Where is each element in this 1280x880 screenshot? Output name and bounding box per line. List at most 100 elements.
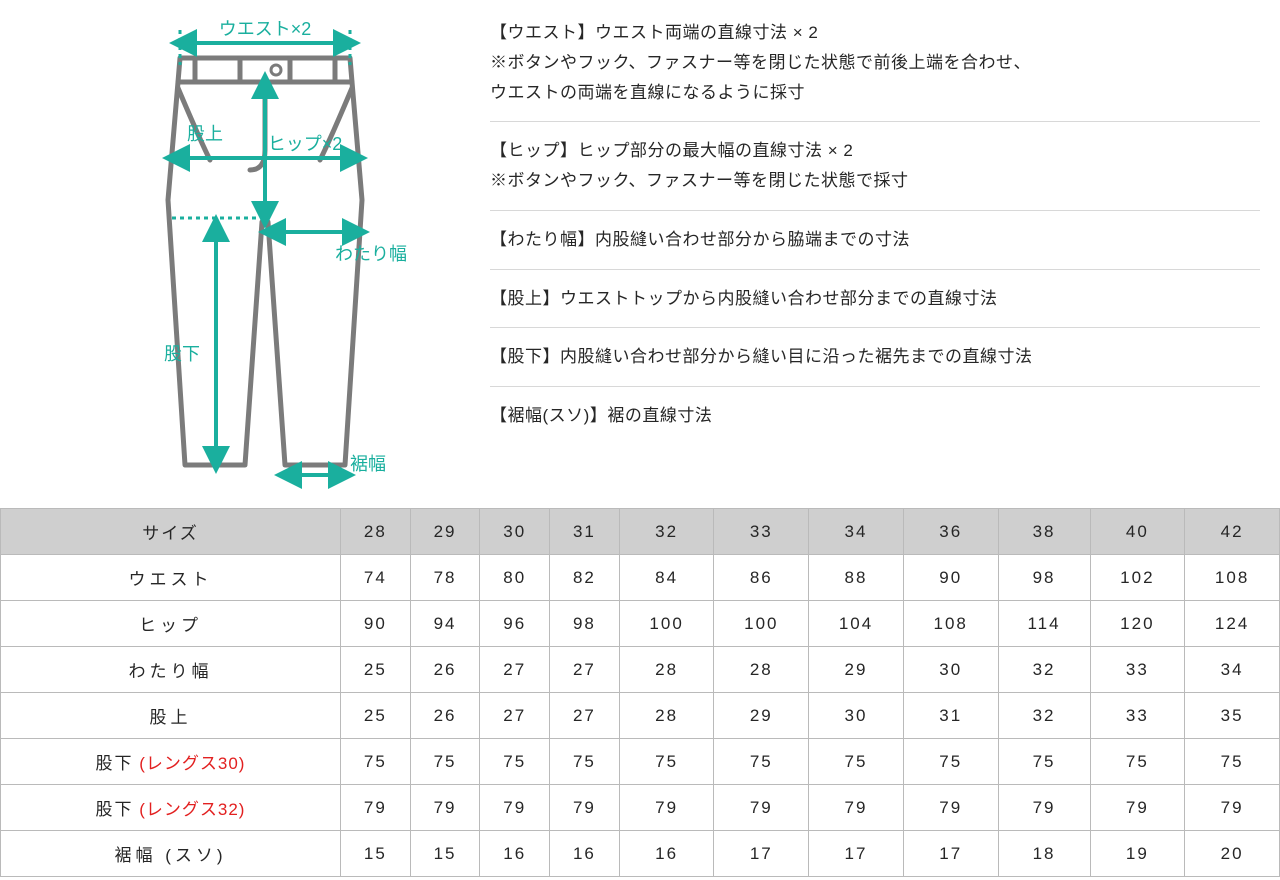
table-cell: 19 <box>1090 831 1185 877</box>
measurement-descriptions: 【ウエスト】ウエスト両端の直線寸法 × 2※ボタンやフック、ファスナー等を閉じた… <box>480 10 1260 490</box>
table-cell: 79 <box>998 785 1090 831</box>
table-cell: 84 <box>619 555 714 601</box>
table-cell: 32 <box>998 647 1090 693</box>
table-cell: 86 <box>714 555 809 601</box>
table-cell: 27 <box>480 647 550 693</box>
table-cell: 29 <box>714 693 809 739</box>
table-row-label: ウエスト <box>1 555 341 601</box>
table-row-label: 裾幅 (スソ) <box>1 831 341 877</box>
table-cell: 28 <box>619 693 714 739</box>
table-cell: 75 <box>903 739 998 785</box>
table-cell: 20 <box>1185 831 1280 877</box>
table-cell: 17 <box>714 831 809 877</box>
table-cell: 33 <box>1090 693 1185 739</box>
description-line: ※ボタンやフック、ファスナー等を閉じた状態で前後上端を合わせ、 <box>490 48 1260 78</box>
table-header-size: 38 <box>998 509 1090 555</box>
table-cell: 98 <box>998 555 1090 601</box>
diagram-label-hip: ヒップ×2 <box>268 134 343 154</box>
table-cell: 100 <box>619 601 714 647</box>
table-header-size: 34 <box>809 509 904 555</box>
table-row-label: わたり幅 <box>1 647 341 693</box>
table-cell: 35 <box>1185 693 1280 739</box>
table-cell: 30 <box>809 693 904 739</box>
description-line: ウエストの両端を直線になるように採寸 <box>490 78 1260 108</box>
table-header-size: 31 <box>550 509 620 555</box>
table-cell: 28 <box>714 647 809 693</box>
description-block: 【わたり幅】内股縫い合わせ部分から脇端までの寸法 <box>490 211 1260 270</box>
table-header-size: 28 <box>341 509 411 555</box>
table-cell: 90 <box>903 555 998 601</box>
table-cell: 88 <box>809 555 904 601</box>
table-cell: 96 <box>480 601 550 647</box>
size-table: サイズ2829303132333436384042ウエスト74788082848… <box>0 508 1280 877</box>
table-header-size: 32 <box>619 509 714 555</box>
table-cell: 75 <box>1090 739 1185 785</box>
table-cell: 75 <box>998 739 1090 785</box>
table-cell: 75 <box>410 739 480 785</box>
table-cell: 75 <box>341 739 411 785</box>
diagram-label-hem: 裾幅 <box>350 454 386 474</box>
table-row-label: 股上 <box>1 693 341 739</box>
table-cell: 74 <box>341 555 411 601</box>
description-line: 【股下】内股縫い合わせ部分から縫い目に沿った裾先までの直線寸法 <box>490 342 1260 372</box>
description-block: 【ウエスト】ウエスト両端の直線寸法 × 2※ボタンやフック、ファスナー等を閉じた… <box>490 18 1260 122</box>
table-cell: 34 <box>1185 647 1280 693</box>
table-row-label: 股下 (レングス30) <box>1 739 341 785</box>
table-header-size: 42 <box>1185 509 1280 555</box>
table-cell: 25 <box>341 693 411 739</box>
table-cell: 26 <box>410 693 480 739</box>
table-cell: 17 <box>809 831 904 877</box>
table-cell: 98 <box>550 601 620 647</box>
table-cell: 79 <box>550 785 620 831</box>
table-cell: 108 <box>903 601 998 647</box>
description-block: 【ヒップ】ヒップ部分の最大幅の直線寸法 × 2※ボタンやフック、ファスナー等を閉… <box>490 122 1260 211</box>
table-cell: 78 <box>410 555 480 601</box>
table-cell: 33 <box>1090 647 1185 693</box>
description-line: 【裾幅(スソ)】裾の直線寸法 <box>490 401 1260 431</box>
table-cell: 16 <box>550 831 620 877</box>
description-block: 【股上】ウエストトップから内股縫い合わせ部分までの直線寸法 <box>490 270 1260 329</box>
table-cell: 75 <box>480 739 550 785</box>
table-cell: 79 <box>809 785 904 831</box>
table-cell: 79 <box>480 785 550 831</box>
table-cell: 75 <box>1185 739 1280 785</box>
description-line: 【ウエスト】ウエスト両端の直線寸法 × 2 <box>490 18 1260 48</box>
table-header-size: 36 <box>903 509 998 555</box>
table-cell: 124 <box>1185 601 1280 647</box>
table-cell: 79 <box>1090 785 1185 831</box>
table-header-size: 30 <box>480 509 550 555</box>
table-cell: 79 <box>1185 785 1280 831</box>
table-cell: 16 <box>619 831 714 877</box>
table-cell: 27 <box>550 693 620 739</box>
table-cell: 27 <box>480 693 550 739</box>
table-cell: 75 <box>809 739 904 785</box>
table-cell: 79 <box>619 785 714 831</box>
table-header-size: 33 <box>714 509 809 555</box>
description-line: 【ヒップ】ヒップ部分の最大幅の直線寸法 × 2 <box>490 136 1260 166</box>
table-cell: 75 <box>714 739 809 785</box>
table-cell: 104 <box>809 601 904 647</box>
table-cell: 100 <box>714 601 809 647</box>
table-cell: 79 <box>903 785 998 831</box>
table-cell: 75 <box>550 739 620 785</box>
table-cell: 79 <box>714 785 809 831</box>
table-cell: 114 <box>998 601 1090 647</box>
table-row-label: ヒップ <box>1 601 341 647</box>
table-cell: 79 <box>410 785 480 831</box>
table-cell: 28 <box>619 647 714 693</box>
table-cell: 75 <box>619 739 714 785</box>
table-cell: 108 <box>1185 555 1280 601</box>
table-cell: 79 <box>341 785 411 831</box>
table-cell: 94 <box>410 601 480 647</box>
description-block: 【股下】内股縫い合わせ部分から縫い目に沿った裾先までの直線寸法 <box>490 328 1260 387</box>
table-row-label: 股下 (レングス32) <box>1 785 341 831</box>
pants-diagram: ウエスト×2 股上 ヒップ×2 わたり幅 股下 裾幅 <box>20 10 480 490</box>
description-line: 【股上】ウエストトップから内股縫い合わせ部分までの直線寸法 <box>490 284 1260 314</box>
table-cell: 17 <box>903 831 998 877</box>
table-cell: 26 <box>410 647 480 693</box>
table-cell: 15 <box>410 831 480 877</box>
description-line: 【わたり幅】内股縫い合わせ部分から脇端までの寸法 <box>490 225 1260 255</box>
table-cell: 15 <box>341 831 411 877</box>
table-header-size: 29 <box>410 509 480 555</box>
table-cell: 90 <box>341 601 411 647</box>
